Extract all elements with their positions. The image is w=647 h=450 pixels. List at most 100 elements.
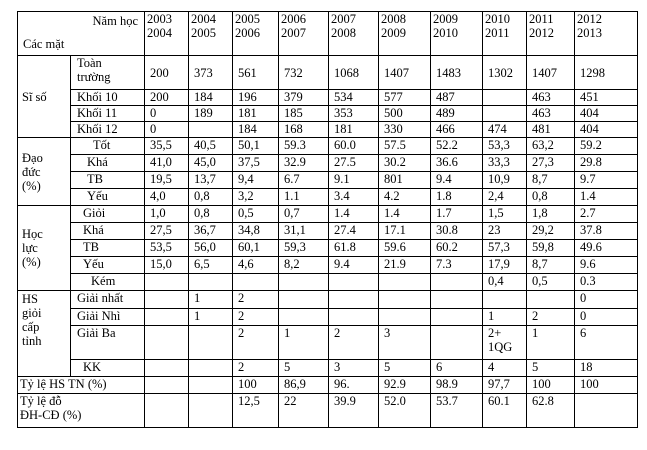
table-cell: 732 xyxy=(278,55,329,90)
table-cell: 1.1 xyxy=(278,188,329,206)
table-cell: 27,5 xyxy=(144,222,189,240)
table-cell: 330 xyxy=(378,121,431,138)
table-cell: 9.1 xyxy=(328,171,379,189)
table-cell: 1 xyxy=(188,308,233,326)
table-row: TB 19,5 13,7 9,4 6.7 9.1 801 9.4 10,9 8,… xyxy=(18,171,638,189)
table-cell: 489 xyxy=(430,105,483,122)
table-cell: 1407 xyxy=(526,55,575,90)
table-cell: 6 xyxy=(430,359,483,377)
table-cell: 31,1 xyxy=(278,222,329,240)
table-cell: 9,4 xyxy=(232,171,279,189)
table-cell: 463 xyxy=(526,89,575,106)
table-cell xyxy=(482,89,527,106)
section-label-hoc-luc: Học lực (%) xyxy=(17,205,71,291)
table-cell: 60.0 xyxy=(328,137,379,155)
table-cell: 2 xyxy=(232,359,279,377)
table-cell: 9.4 xyxy=(430,171,483,189)
table-cell: 27.5 xyxy=(328,154,379,172)
table-cell: 96. xyxy=(328,376,379,394)
table-cell: 2 xyxy=(526,308,575,326)
row-label-ty-le-dh: Tỷ lệ đỗ ĐH-CĐ (%) xyxy=(17,393,145,428)
table-cell: 577 xyxy=(378,89,431,106)
table-cell xyxy=(430,273,483,291)
table-cell: 6.7 xyxy=(278,171,329,189)
row-label: Khối 11 xyxy=(70,105,145,122)
table-cell: 1 xyxy=(278,325,329,360)
table-cell: 39.9 xyxy=(328,393,379,428)
table-cell: 13,7 xyxy=(188,171,233,189)
table-cell: 2 xyxy=(232,308,279,326)
table-cell: 19,5 xyxy=(144,171,189,189)
table-cell: 534 xyxy=(328,89,379,106)
table-cell: 1.4 xyxy=(328,205,379,223)
table-row: Đạo đức (%) Tốt 35,5 40,5 50,1 59.3 60.0… xyxy=(17,137,638,206)
table-cell: 59.3 xyxy=(278,137,329,155)
table-cell: 27,3 xyxy=(526,154,575,172)
table-cell xyxy=(188,273,233,291)
table-cell: 4.2 xyxy=(378,188,431,206)
table-cell: 1,5 xyxy=(482,205,527,223)
table-row: Tỷ lệ HS TN (%) 100 86,9 96. 92.9 98.9 9… xyxy=(17,376,638,394)
table-cell: 1298 xyxy=(574,55,638,90)
table-cell: 561 xyxy=(232,55,279,90)
table-cell: 487 xyxy=(430,89,483,106)
table-cell: 32.9 xyxy=(278,154,329,172)
year-header: 2011 2012 xyxy=(526,11,575,56)
table-cell: 1068 xyxy=(328,55,379,90)
table-cell: 56,0 xyxy=(188,239,233,257)
section-label-hs-gioi: HS giỏi cấp tỉnh xyxy=(17,290,71,377)
section-label-si-so: Sĩ số xyxy=(17,55,71,138)
table-cell: 17.1 xyxy=(378,222,431,240)
table-cell: 6,5 xyxy=(188,256,233,274)
table-cell: 63,2 xyxy=(526,137,575,155)
table-cell xyxy=(188,359,233,377)
table-cell: 0,5 xyxy=(232,205,279,223)
table-cell: 4,6 xyxy=(232,256,279,274)
table-cell: 1 xyxy=(526,325,575,360)
table-cell xyxy=(430,290,483,309)
table-cell: 29,2 xyxy=(526,222,575,240)
table-cell: 3.4 xyxy=(328,188,379,206)
table-cell xyxy=(430,308,483,326)
table-cell: 4 xyxy=(482,359,527,377)
table-cell: 100 xyxy=(232,376,279,394)
table-row: Học lực (%) Giỏi 1,0 0,8 0,5 0,7 1.4 1.4… xyxy=(17,205,638,291)
table-cell: 17,9 xyxy=(482,256,527,274)
table-cell: 52.2 xyxy=(430,137,483,155)
table-cell: 53,5 xyxy=(144,239,189,257)
table-cell: 196 xyxy=(232,89,279,106)
table-cell: 466 xyxy=(430,121,483,138)
table-row: Tỷ lệ đỗ ĐH-CĐ (%) 12,5 22 39.9 52.0 53.… xyxy=(17,393,638,428)
table-cell: 1302 xyxy=(482,55,527,90)
table-cell: 200 xyxy=(144,89,189,106)
table-cell xyxy=(378,308,431,326)
table-cell: 60.1 xyxy=(482,393,527,428)
row-label: Khối 12 xyxy=(70,121,145,138)
table-cell: 86,9 xyxy=(278,376,329,394)
table-cell: 0,8 xyxy=(526,188,575,206)
table-cell xyxy=(188,121,233,138)
table-cell: 1,8 xyxy=(526,205,575,223)
row-label: Yếu xyxy=(70,256,145,274)
table-cell: 2+ 1QG xyxy=(482,325,527,360)
table-cell: 22 xyxy=(278,393,329,428)
table-cell xyxy=(378,273,431,291)
table-cell: 45,0 xyxy=(188,154,233,172)
table-cell: 181 xyxy=(328,121,379,138)
table-cell: 481 xyxy=(526,121,575,138)
table-cell: 60,1 xyxy=(232,239,279,257)
table-cell xyxy=(144,376,189,394)
table-cell: 59,8 xyxy=(526,239,575,257)
table-cell: 59.2 xyxy=(574,137,638,155)
table-cell: 9.6 xyxy=(574,256,638,274)
table-cell: 35,5 xyxy=(144,137,189,155)
table-row: Kém 0,4 0,5 0.3 xyxy=(18,273,638,291)
header-corner: Năm học Các mặt xyxy=(17,11,145,56)
table-row: Khối 11 0 189 181 185 353 500 489 463 40… xyxy=(18,105,638,122)
table-row: Giải Ba 2 1 2 3 2+ 1QG 1 6 xyxy=(18,325,638,360)
table-cell: 189 xyxy=(188,105,233,122)
year-header: 2007 2008 xyxy=(328,11,379,56)
table-cell: 41,0 xyxy=(144,154,189,172)
table-cell: 184 xyxy=(232,121,279,138)
table-cell: 0 xyxy=(144,121,189,138)
